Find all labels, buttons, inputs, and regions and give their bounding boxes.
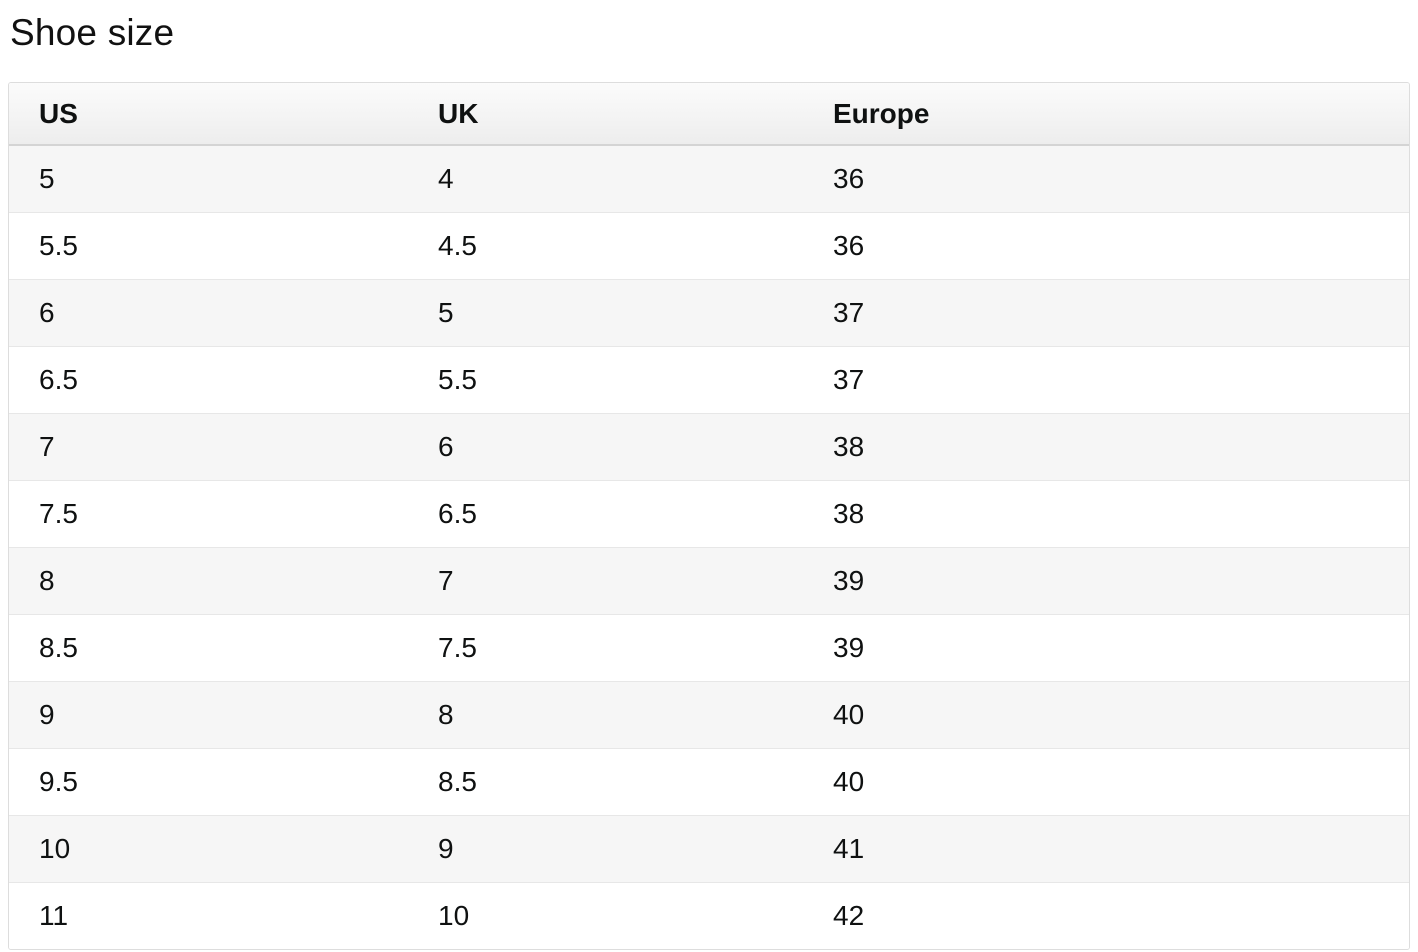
cell-europe: 42: [803, 882, 1409, 949]
cell-uk: 8: [408, 681, 803, 749]
cell-uk: 7: [408, 547, 803, 615]
cell-us: 6: [9, 279, 408, 347]
cell-europe: 38: [803, 413, 1409, 481]
cell-europe: 37: [803, 279, 1409, 347]
table-row: 6.5 5.5 37: [9, 346, 1409, 414]
cell-europe: 39: [803, 614, 1409, 682]
cell-europe: 38: [803, 480, 1409, 548]
column-header-uk: UK: [408, 83, 803, 146]
table-row: 11 10 42: [9, 882, 1409, 949]
cell-uk: 4: [438, 163, 454, 194]
cell-us: 6.5: [9, 346, 408, 414]
cell-uk: 6: [408, 413, 803, 481]
cell-uk: 10: [408, 882, 803, 949]
cell-us: 7: [9, 413, 408, 481]
table-row: 7 6 38: [9, 413, 1409, 481]
shoe-size-table: US UK Europe 5 4 36 5.5 4.5 36 6: [8, 82, 1410, 950]
table-row: 10 9 41: [9, 815, 1409, 883]
table-header-row: US UK Europe: [9, 83, 1409, 146]
cell-us: 8.5: [9, 614, 408, 682]
column-header-us: US: [9, 83, 408, 146]
cell-europe: 36: [803, 212, 1409, 280]
cell-uk: 5: [408, 279, 803, 347]
cell-uk: 6.5: [408, 480, 803, 548]
cell-uk: 7.5: [408, 614, 803, 682]
cell-uk: 5.5: [408, 346, 803, 414]
table-row: 8.5 7.5 39: [9, 614, 1409, 682]
cell-us: 11: [9, 882, 408, 949]
cell-europe: 36: [833, 163, 865, 194]
table-row: 6 5 37: [9, 279, 1409, 347]
table-body: 5 4 36 5.5 4.5 36 6 5 37 6.5 5.5 37: [9, 145, 1409, 949]
cell-europe: 39: [803, 547, 1409, 615]
table-row: 9.5 8.5 40: [9, 748, 1409, 816]
cell-us: 10: [9, 815, 408, 883]
table-row: 9 8 40: [9, 681, 1409, 749]
cell-us: 5.5: [9, 212, 408, 280]
cell-us: 7.5: [9, 480, 408, 548]
cell-europe: 37: [803, 346, 1409, 414]
cell-us: 5: [39, 163, 55, 194]
table-row: 5 4 36: [9, 145, 1409, 213]
table-row: 7.5 6.5 38: [9, 480, 1409, 548]
size-conversion-table: US UK Europe 5 4 36 5.5 4.5 36 6: [9, 83, 1409, 949]
cell-us: 9: [9, 681, 408, 749]
cell-us: 9.5: [9, 748, 408, 816]
cell-us: 8: [9, 547, 408, 615]
column-header-europe: Europe: [803, 83, 1409, 146]
cell-uk: 4.5: [408, 212, 803, 280]
cell-uk: 9: [408, 815, 803, 883]
table-row: 8 7 39: [9, 547, 1409, 615]
cell-europe: 40: [803, 681, 1409, 749]
cell-europe: 40: [803, 748, 1409, 816]
cell-europe: 41: [803, 815, 1409, 883]
table-row: 5.5 4.5 36: [9, 212, 1409, 280]
cell-uk: 8.5: [408, 748, 803, 816]
section-title: Shoe size: [10, 12, 175, 53]
